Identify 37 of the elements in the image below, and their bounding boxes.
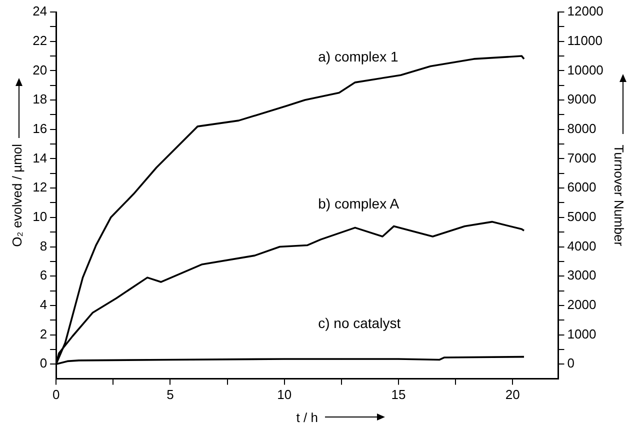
x-tick-label: 20 <box>505 387 520 402</box>
y2-tick-label: 5000 <box>567 208 596 224</box>
y2-tick-label: 7000 <box>567 150 596 166</box>
series-label: b) complex A <box>318 195 400 212</box>
y-tick-label: 0 <box>40 356 48 371</box>
y2-tick-label: 10000 <box>567 62 604 78</box>
y2-tick-label: 4000 <box>567 238 596 254</box>
y2-tick-label: 0 <box>567 356 574 371</box>
y2-tick-label: 9000 <box>567 92 596 107</box>
y2-tick-label: 6000 <box>567 180 596 195</box>
x-tick-label: 0 <box>52 387 60 402</box>
y2-tick-label: 12000 <box>567 4 604 19</box>
y2-tick-label: 8000 <box>567 120 596 136</box>
y-tick-label: 14 <box>32 150 48 166</box>
y-axis-title: O₂ evolved / µmol <box>9 144 24 247</box>
y2-tick-label: 2000 <box>567 297 596 312</box>
y-tick-label: 20 <box>32 62 48 78</box>
y-tick-label: 4 <box>40 297 48 312</box>
x-tick-label: 5 <box>166 387 174 402</box>
x-tick-label: 15 <box>391 387 406 402</box>
y-tick-label: 16 <box>32 120 48 136</box>
y-tick-label: 24 <box>32 4 48 19</box>
y-tick-label: 6 <box>40 268 48 283</box>
y-tick-label: 8 <box>40 238 48 254</box>
y2-axis-title: Turnover Number <box>612 144 627 247</box>
y-tick-label: 12 <box>32 180 48 195</box>
x-axis-title: t / h <box>296 410 318 425</box>
text: c) no catalyst <box>318 314 401 331</box>
y2-tick-label: 3000 <box>567 268 596 283</box>
y2-tick-label: 1000 <box>567 326 596 342</box>
y2-tick-label: 11000 <box>567 32 602 48</box>
series-label: a) complex 1 <box>318 48 398 65</box>
y-tick-label: 10 <box>32 208 48 224</box>
y-tick-label: 18 <box>32 92 48 107</box>
y-tick-label: 22 <box>32 32 48 48</box>
x-tick-label: 10 <box>277 387 292 402</box>
y-tick-label: 2 <box>40 326 48 342</box>
